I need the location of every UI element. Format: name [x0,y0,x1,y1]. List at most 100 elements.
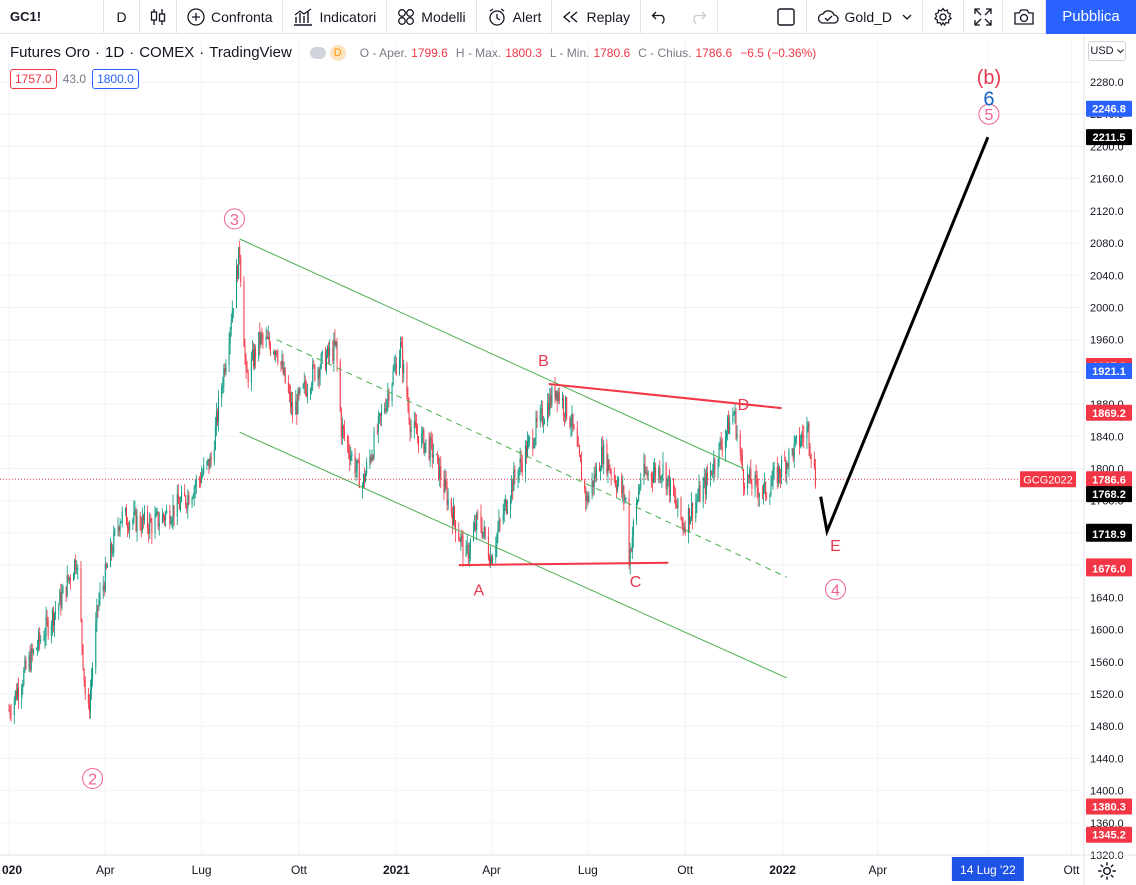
candle-body [336,341,338,362]
candle-body [186,505,188,509]
fullscreen-button[interactable] [964,0,1003,34]
replay-button[interactable]: Replay [552,0,642,34]
layout-menu-button[interactable]: Gold_D [805,0,923,34]
candle-body [62,586,64,594]
candle-body [114,529,116,533]
candle-body [735,411,737,438]
candle-body [282,360,284,374]
snapshot-button[interactable] [1003,0,1046,34]
candle-body [554,386,556,399]
candle-body [773,467,775,471]
candle-body [788,450,790,467]
candle-body [161,514,163,524]
compare-button[interactable]: Confronta [177,0,284,34]
candle-body [149,518,151,534]
candle-body [676,504,678,509]
candle-body [30,648,32,670]
candle-body [445,479,447,488]
candle-body [573,426,575,429]
candle-body [607,459,609,474]
candle-body [400,342,402,358]
price-tag-label: 2246.8 [1092,104,1126,116]
candle-body [148,527,150,534]
high-label: H - Max. [455,45,502,60]
candle-body [628,497,630,566]
compare-label: Confronta [211,8,273,25]
candle-body [191,498,193,505]
candle-body [451,513,453,525]
redo-button[interactable] [679,0,719,34]
bid-price-button[interactable]: 1757.0 [10,69,57,89]
candle-body [781,460,783,477]
candle-body [208,459,210,469]
candle-body [490,556,491,566]
candle-body [292,401,294,415]
wave-label: (b) [977,67,1001,89]
candle-body [81,619,83,646]
candle-body [800,442,802,447]
candle-body [778,466,780,476]
ask-price-button[interactable]: 1800.0 [92,69,139,89]
candle-body [295,401,297,415]
candle-body [104,564,106,591]
candle-body [512,480,514,492]
candle-body [283,367,285,374]
candle-body [310,389,312,393]
candle-body [710,470,712,479]
candle-body [311,385,313,390]
currency-selector[interactable]: USD [1088,41,1126,61]
candle-body [720,440,722,447]
candle-body [473,529,475,541]
candle-body [213,449,215,461]
candle-body [82,645,84,669]
candle-body [585,488,587,501]
candle-body [120,521,122,523]
axis-settings-icon[interactable] [1096,860,1118,882]
fullscreen-layout-button[interactable] [766,0,806,34]
candle-body [713,459,715,474]
market-status-toggle[interactable] [309,46,326,59]
candle-body [696,500,698,503]
price-axis: 2280.02240.02200.02160.02120.02080.02040… [1020,34,1132,885]
candle-body [614,478,616,486]
undo-button[interactable] [641,0,679,34]
candle-body [714,459,716,469]
candle-body [371,456,373,461]
candle-body [269,344,271,354]
candle-body [133,510,135,521]
templates-button[interactable]: Modelli [387,0,477,34]
candle-body [8,710,10,712]
candle-body [763,485,765,495]
settings-button[interactable] [923,0,964,34]
candle-body [769,495,771,498]
publish-button[interactable]: Pubblica [1046,0,1136,34]
symbol-search-button[interactable]: GC1! [0,0,104,34]
candle-body [320,354,322,369]
top-toolbar: GC1! D Confronta Indicatori Modelli Aler… [0,0,1136,34]
candle-body [556,390,558,402]
candle-body [92,667,94,679]
candle-body [50,624,52,636]
alert-button[interactable]: Alert [477,0,553,34]
candle-body [111,543,113,554]
candle-body [652,473,654,482]
candle-body [462,536,464,557]
candle-body [83,668,85,681]
candle-body [276,351,278,356]
candle-body [802,434,804,437]
candle-body [646,472,648,476]
expand-icon [974,7,992,26]
candle-body [37,647,39,649]
chart-type-button[interactable] [140,0,177,34]
candle-body [777,466,779,484]
interval-button[interactable]: D [104,0,140,34]
candle-body [606,444,608,474]
candle-body [236,266,238,309]
candle-body [274,352,276,355]
indicators-button[interactable]: Indicatori [283,0,388,34]
candle-body [406,364,408,398]
candle-body [503,505,505,515]
candle-body [564,413,566,417]
candle-body [229,329,231,344]
